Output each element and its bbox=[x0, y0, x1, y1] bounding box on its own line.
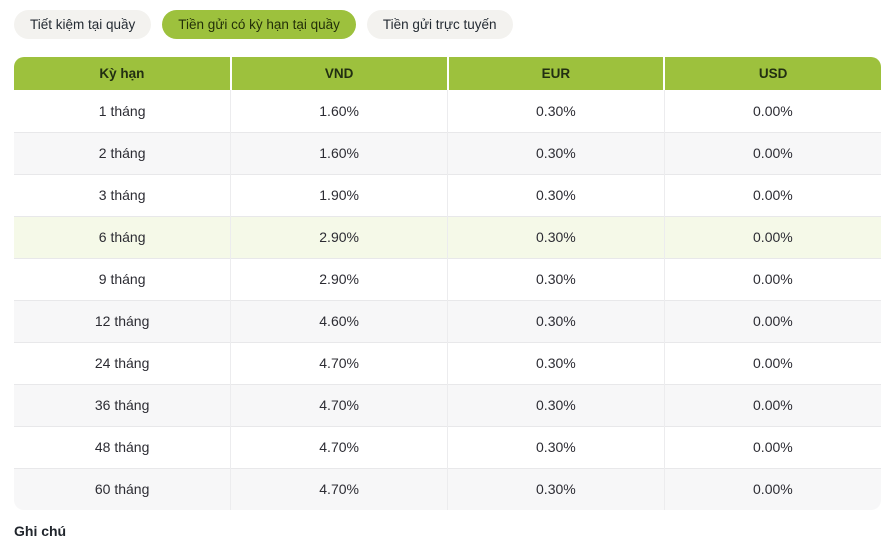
term-cell: 48 tháng bbox=[14, 425, 231, 468]
usd-rate-cell: 0.00% bbox=[663, 467, 881, 510]
vnd-rate-cell: 1.60% bbox=[230, 90, 448, 132]
vnd-rate-cell: 4.70% bbox=[230, 383, 448, 426]
usd-rate-cell: 0.00% bbox=[663, 257, 881, 300]
table-row: 60 tháng 4.70% 0.30% 0.00% bbox=[14, 467, 881, 510]
eur-rate-cell: 0.30% bbox=[447, 215, 665, 258]
eur-rate-cell: 0.30% bbox=[447, 467, 665, 510]
vnd-rate-cell: 2.90% bbox=[230, 257, 448, 300]
term-cell: 9 tháng bbox=[14, 257, 231, 300]
table-row-highlighted[interactable]: 6 tháng 2.90% 0.30% 0.00% bbox=[14, 215, 881, 258]
table-row: 48 tháng 4.70% 0.30% 0.00% bbox=[14, 425, 881, 468]
table-row: 2 tháng 1.60% 0.30% 0.00% bbox=[14, 131, 881, 174]
eur-rate-cell: 0.30% bbox=[447, 131, 665, 174]
notes-heading: Ghi chú bbox=[14, 523, 67, 539]
vnd-rate-cell: 4.60% bbox=[230, 299, 448, 342]
interest-rates-table: Kỳ hạn VND EUR USD 1 tháng 1.60% 0.30% 0… bbox=[14, 57, 881, 510]
eur-rate-cell: 0.30% bbox=[447, 173, 665, 216]
vnd-rate-cell: 2.90% bbox=[230, 215, 448, 258]
eur-rate-cell: 0.30% bbox=[447, 425, 665, 468]
table-row: 9 tháng 2.90% 0.30% 0.00% bbox=[14, 257, 881, 300]
table-row: 24 tháng 4.70% 0.30% 0.00% bbox=[14, 341, 881, 384]
eur-rate-cell: 0.30% bbox=[447, 299, 665, 342]
term-cell: 2 tháng bbox=[14, 131, 231, 174]
usd-rate-cell: 0.00% bbox=[663, 341, 881, 384]
vnd-rate-cell: 4.70% bbox=[230, 341, 448, 384]
vnd-rate-cell: 4.70% bbox=[230, 467, 448, 510]
table-row: 1 tháng 1.60% 0.30% 0.00% bbox=[14, 90, 881, 132]
usd-rate-cell: 0.00% bbox=[663, 173, 881, 216]
header-usd: USD bbox=[663, 57, 881, 90]
term-cell: 3 tháng bbox=[14, 173, 231, 216]
rate-type-tabs: Tiết kiệm tại quầy Tiền gửi có kỳ hạn tạ… bbox=[0, 0, 892, 39]
table-row: 3 tháng 1.90% 0.30% 0.00% bbox=[14, 173, 881, 216]
table-header: Kỳ hạn VND EUR USD bbox=[14, 57, 881, 90]
term-cell: 60 tháng bbox=[14, 467, 231, 510]
eur-rate-cell: 0.30% bbox=[447, 257, 665, 300]
usd-rate-cell: 0.00% bbox=[663, 299, 881, 342]
tab-tien-gui-truc-tuyen[interactable]: Tiền gửi trực tuyến bbox=[366, 10, 513, 39]
usd-rate-cell: 0.00% bbox=[663, 383, 881, 426]
term-cell: 36 tháng bbox=[14, 383, 231, 426]
usd-rate-cell: 0.00% bbox=[663, 131, 881, 174]
vnd-rate-cell: 4.70% bbox=[230, 425, 448, 468]
vnd-rate-cell: 1.90% bbox=[230, 173, 448, 216]
term-cell: 12 tháng bbox=[14, 299, 231, 342]
tab-tien-gui-co-ky-han-tai-quay[interactable]: Tiền gửi có kỳ hạn tại quầy bbox=[162, 10, 356, 39]
header-vnd: VND bbox=[229, 57, 448, 90]
vnd-rate-cell: 1.60% bbox=[230, 131, 448, 174]
header-term: Kỳ hạn bbox=[14, 57, 231, 90]
eur-rate-cell: 0.30% bbox=[447, 383, 665, 426]
usd-rate-cell: 0.00% bbox=[663, 90, 881, 132]
term-cell: 6 tháng bbox=[14, 215, 231, 258]
table-row: 36 tháng 4.70% 0.30% 0.00% bbox=[14, 383, 881, 426]
tab-tiet-kiem-tai-quay[interactable]: Tiết kiệm tại quầy bbox=[14, 10, 152, 39]
eur-rate-cell: 0.30% bbox=[447, 341, 665, 384]
term-cell: 24 tháng bbox=[14, 341, 231, 384]
eur-rate-cell: 0.30% bbox=[447, 90, 665, 132]
usd-rate-cell: 0.00% bbox=[663, 215, 881, 258]
header-eur: EUR bbox=[446, 57, 665, 90]
usd-rate-cell: 0.00% bbox=[663, 425, 881, 468]
table-row: 12 tháng 4.60% 0.30% 0.00% bbox=[14, 299, 881, 342]
term-cell: 1 tháng bbox=[14, 90, 231, 132]
